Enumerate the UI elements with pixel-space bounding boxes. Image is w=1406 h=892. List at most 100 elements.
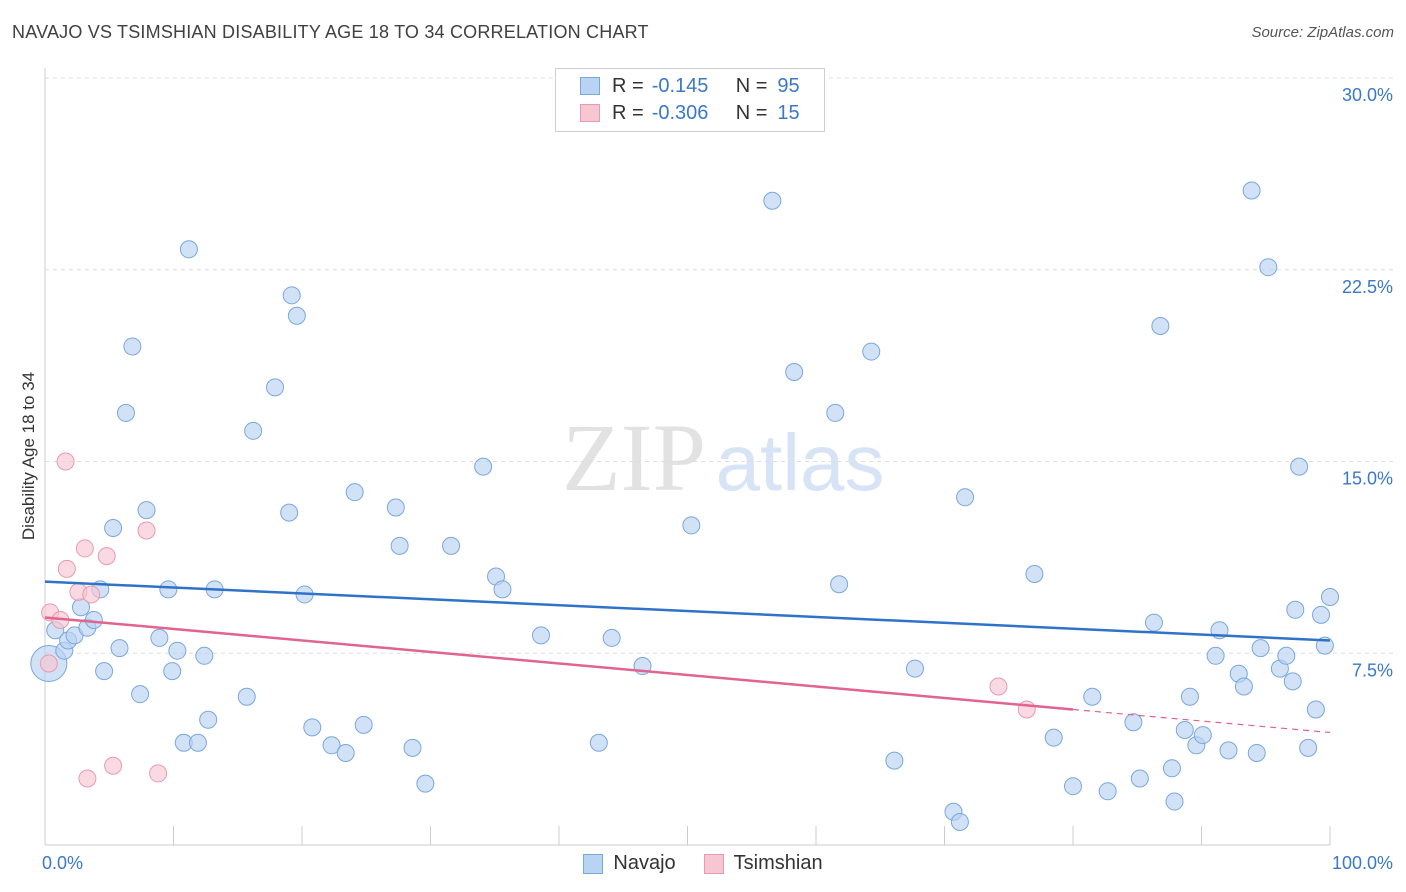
- navajo-point: [1130, 769, 1149, 788]
- navajo-point: [322, 736, 341, 755]
- legend-item-navajo: Navajo: [583, 852, 676, 875]
- navajo-point: [131, 685, 150, 704]
- navajo-point: [244, 421, 263, 440]
- navajo-point: [532, 626, 551, 645]
- tsimshian-point: [56, 452, 75, 471]
- navajo-point: [386, 498, 405, 517]
- r-label: R =: [612, 74, 644, 97]
- navajo-point: [163, 662, 182, 681]
- n-label: N =: [735, 74, 768, 97]
- n-value: 15: [777, 101, 800, 124]
- tsimshian-point: [149, 764, 168, 783]
- navajo-point: [763, 191, 782, 210]
- tsimshian-point: [1017, 700, 1036, 719]
- n-value: 95: [777, 74, 800, 97]
- navajo-point: [1219, 741, 1238, 760]
- tsimshian-point: [97, 547, 116, 566]
- grid: [45, 77, 1395, 654]
- navajo-point: [282, 286, 301, 305]
- navajo-point: [785, 363, 804, 382]
- navajo-point: [1193, 726, 1212, 745]
- navajo-point: [1098, 782, 1117, 801]
- navajo-point: [1234, 677, 1253, 696]
- navajo-point: [168, 641, 187, 660]
- navajo-point: [104, 518, 123, 537]
- navajo-point: [1259, 258, 1278, 277]
- navajo-point: [589, 733, 608, 752]
- navajo-trend-line: [44, 580, 1331, 642]
- n-label: N =: [735, 101, 768, 124]
- navajo-point: [195, 646, 214, 665]
- navajo-point: [403, 738, 422, 757]
- y-tick-label: 30.0%: [1342, 85, 1393, 105]
- r-label: R =: [612, 101, 644, 124]
- navajo-point: [1144, 613, 1163, 632]
- y-tick-label: 22.5%: [1342, 277, 1393, 297]
- navajo-point: [1162, 759, 1181, 778]
- tick-labels: 7.5% 15.0% 22.5% 30.0% 0.0% 100.0%: [42, 85, 1393, 873]
- y-tick-label: 7.5%: [1352, 660, 1393, 680]
- navajo-point: [442, 536, 461, 555]
- tsimshian-legend-label: Tsimshian: [733, 852, 823, 874]
- navajo-point: [150, 628, 169, 647]
- navajo-point: [1283, 672, 1302, 691]
- navajo-point: [474, 457, 493, 476]
- navajo-point: [280, 503, 299, 522]
- navajo-point: [602, 628, 621, 647]
- navajo-point: [956, 488, 975, 507]
- navajo-point: [179, 240, 198, 259]
- navajo-point: [345, 483, 364, 502]
- axes: [44, 68, 1331, 846]
- navajo-point: [123, 337, 142, 356]
- series-legend: Navajo Tsimshian: [0, 852, 1406, 875]
- navajo-point: [303, 718, 322, 737]
- navajo-point: [1286, 600, 1305, 619]
- stats-legend: R = -0.145 N = 95 R = -0.306 N = 15: [555, 68, 825, 132]
- navajo-point: [137, 501, 156, 520]
- navajo-point: [1083, 687, 1102, 706]
- tsimshian-point: [75, 539, 94, 558]
- navajo-point: [1175, 720, 1194, 739]
- tsimshian-point: [78, 769, 97, 788]
- navajo-point: [885, 751, 904, 770]
- x-tick-label: 0.0%: [42, 853, 83, 873]
- navajo-point: [905, 659, 924, 678]
- y-axis-label: Disability Age 18 to 34: [19, 372, 38, 540]
- navajo-point: [1044, 728, 1063, 747]
- navajo-point: [1247, 743, 1266, 762]
- source-label: Source: ZipAtlas.com: [1251, 24, 1394, 41]
- navajo-point: [95, 662, 114, 681]
- navajo-legend-swatch: [583, 853, 604, 874]
- navajo-point: [116, 403, 135, 422]
- tsimshian-point: [137, 521, 156, 540]
- navajo-point: [188, 733, 207, 752]
- navajo-swatch: [580, 77, 600, 95]
- navajo-point: [1251, 639, 1270, 658]
- navajo-point: [1025, 564, 1044, 583]
- tsimshian-legend-swatch: [703, 853, 724, 874]
- navajo-point: [1165, 792, 1184, 811]
- navajo-point: [1321, 588, 1339, 607]
- navajo-point: [682, 516, 701, 535]
- x-tick-label: 100.0%: [1332, 853, 1393, 873]
- navajo-point: [1299, 738, 1318, 757]
- navajo-point: [287, 306, 306, 325]
- tsimshian-trend-line: [44, 616, 1074, 711]
- navajo-point: [390, 536, 409, 555]
- navajo-point: [1151, 316, 1170, 335]
- r-value: -0.306: [651, 101, 709, 124]
- navajo-point: [830, 575, 849, 594]
- chart-title: NAVAJO VS TSIMSHIAN DISABILITY AGE 18 TO…: [12, 22, 649, 42]
- navajo-point: [1290, 457, 1309, 476]
- y-tick-label: 15.0%: [1342, 469, 1393, 489]
- tsimshian-point: [39, 654, 58, 673]
- navajo-point: [862, 342, 881, 361]
- tsimshian-point: [82, 585, 101, 604]
- navajo-point: [1306, 700, 1325, 719]
- legend-item-tsimshian: Tsimshian: [703, 852, 823, 875]
- navajo-point: [110, 639, 129, 658]
- tsimshian-swatch: [580, 104, 600, 122]
- navajo-point: [1277, 646, 1296, 665]
- watermark-zip: ZIP: [562, 404, 706, 511]
- navajo-point: [1064, 777, 1082, 796]
